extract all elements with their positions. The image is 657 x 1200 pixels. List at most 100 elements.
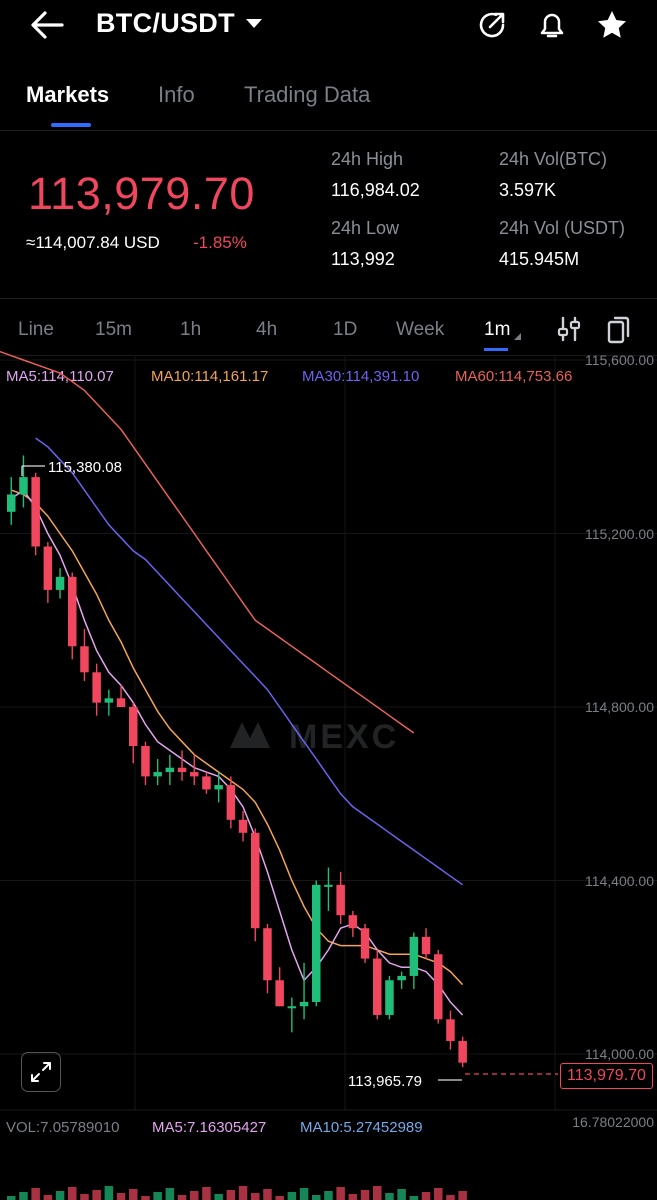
- pair-dropdown-icon[interactable]: [246, 19, 262, 28]
- candle: [385, 975, 394, 1020]
- volume-bar: [165, 1188, 175, 1200]
- volume-bar: [202, 1187, 211, 1200]
- candle: [226, 776, 236, 829]
- volume-bar: [153, 1192, 162, 1200]
- tf-1h[interactable]: 1h: [180, 319, 202, 340]
- market-tabs: Markets Info Trading Data: [0, 76, 657, 131]
- candle: [446, 1010, 455, 1050]
- high-annotation-text: 115,380.08: [48, 459, 122, 476]
- top-bar: BTC/USDT: [0, 0, 657, 56]
- candle: [153, 759, 162, 786]
- tf-15m[interactable]: 15m: [95, 319, 132, 340]
- volume-bar: [409, 1196, 419, 1200]
- tab-trading-data[interactable]: Trading Data: [244, 82, 371, 107]
- volume-bar: [129, 1189, 138, 1200]
- candle: [299, 962, 309, 1020]
- tf-1m[interactable]: 1m: [484, 319, 511, 340]
- volume-bar: [43, 1195, 53, 1200]
- mexc-watermark: MEXC: [230, 718, 399, 756]
- volume-bar: [190, 1191, 199, 1200]
- high-annotation: 115,380.08: [21, 459, 122, 476]
- ma10-line: [11, 489, 464, 986]
- active-tab-indicator: [51, 123, 91, 127]
- candle: [409, 932, 419, 989]
- candle: [360, 923, 370, 963]
- timeframe-divider: [0, 355, 657, 356]
- volume-bar: [385, 1193, 394, 1200]
- watermark-text: MEXC: [289, 718, 399, 756]
- vol-btc-value: 3.597K: [499, 180, 557, 200]
- vol-btc-label: 24h Vol(BTC): [499, 149, 608, 169]
- volume-bar: [226, 1190, 236, 1200]
- back-arrow-icon[interactable]: [28, 8, 68, 42]
- volume-bar: [324, 1191, 333, 1200]
- candle: [324, 867, 333, 911]
- volume-bar: [434, 1188, 443, 1200]
- candle: [348, 910, 358, 937]
- tf-4h[interactable]: 4h: [256, 319, 278, 340]
- candle: [434, 949, 443, 1024]
- tf-more-caret-icon[interactable]: [514, 333, 521, 340]
- volume-bar: [214, 1194, 223, 1200]
- volume-bar: [263, 1189, 272, 1200]
- candle: [275, 967, 284, 1007]
- volume-label: VOL:7.05789010: [6, 1119, 120, 1136]
- candle: [19, 455, 28, 508]
- tf-line[interactable]: Line: [18, 319, 54, 340]
- low-annotation-text: 113,965.79: [348, 1073, 422, 1090]
- tf-week[interactable]: Week: [396, 319, 445, 340]
- volume-bar: [116, 1193, 126, 1200]
- tab-info[interactable]: Info: [158, 82, 195, 107]
- volume-bar: [177, 1195, 187, 1200]
- vol-usdt-value: 415.945M: [499, 249, 580, 269]
- y-tick-label: 115,600.00: [584, 352, 654, 368]
- volume-bar: [348, 1194, 358, 1200]
- volume-bar: [92, 1190, 101, 1200]
- tab-markets[interactable]: Markets: [26, 82, 110, 107]
- low-value: 113,992: [331, 249, 395, 269]
- volume-ma10-label: MA10:5.27452989: [300, 1119, 423, 1136]
- candle: [129, 702, 138, 764]
- candle: [202, 772, 211, 794]
- expand-icon: [31, 1062, 51, 1082]
- candle: [312, 880, 321, 1007]
- high-label: 24h High: [331, 149, 404, 169]
- volume-bar: [55, 1191, 65, 1200]
- approx-usd-price: ≈114,007.84 USD: [26, 233, 160, 252]
- volume-bar: [19, 1192, 28, 1200]
- price-change-percent: -1.85%: [193, 233, 247, 252]
- ma10-legend: MA10:114,161.17: [151, 368, 269, 385]
- candle: [80, 628, 89, 681]
- fullscreen-button[interactable]: [21, 1052, 61, 1092]
- candle: [238, 811, 248, 842]
- copy-layout-icon[interactable]: [604, 314, 634, 344]
- candle: [31, 472, 40, 556]
- bell-icon[interactable]: [536, 9, 568, 41]
- last-price: 113,979.70: [28, 168, 255, 219]
- volume-bar: [373, 1186, 382, 1200]
- candle: [190, 754, 199, 786]
- candle: [92, 663, 101, 716]
- ma60-legend: MA60:114,753.66: [455, 368, 573, 385]
- indicator-settings-icon[interactable]: [554, 314, 584, 344]
- volume-ma5-label: MA5:7.16305427: [152, 1119, 267, 1136]
- vol-usdt-label: 24h Vol (USDT): [499, 218, 626, 238]
- volume-bar: [336, 1187, 345, 1200]
- candle: [104, 689, 114, 716]
- volume-bar: [7, 1196, 16, 1200]
- candle: [287, 997, 297, 1033]
- tf-1d[interactable]: 1D: [333, 319, 358, 340]
- favorite-star-icon[interactable]: [596, 9, 628, 41]
- y-tick-label: 114,400.00: [584, 873, 654, 889]
- volume-axis-max: 16.78022000: [572, 1114, 654, 1130]
- pair-title[interactable]: BTC/USDT: [96, 8, 235, 38]
- ma5-legend: MA5:114,110.07: [6, 368, 114, 385]
- ma60-line: [0, 350, 415, 734]
- volume-bar: [446, 1195, 455, 1200]
- candle: [177, 750, 187, 781]
- refresh-share-icon[interactable]: [476, 9, 508, 41]
- candle: [141, 741, 150, 786]
- volume-bar: [287, 1192, 297, 1200]
- volume-bar: [360, 1190, 370, 1200]
